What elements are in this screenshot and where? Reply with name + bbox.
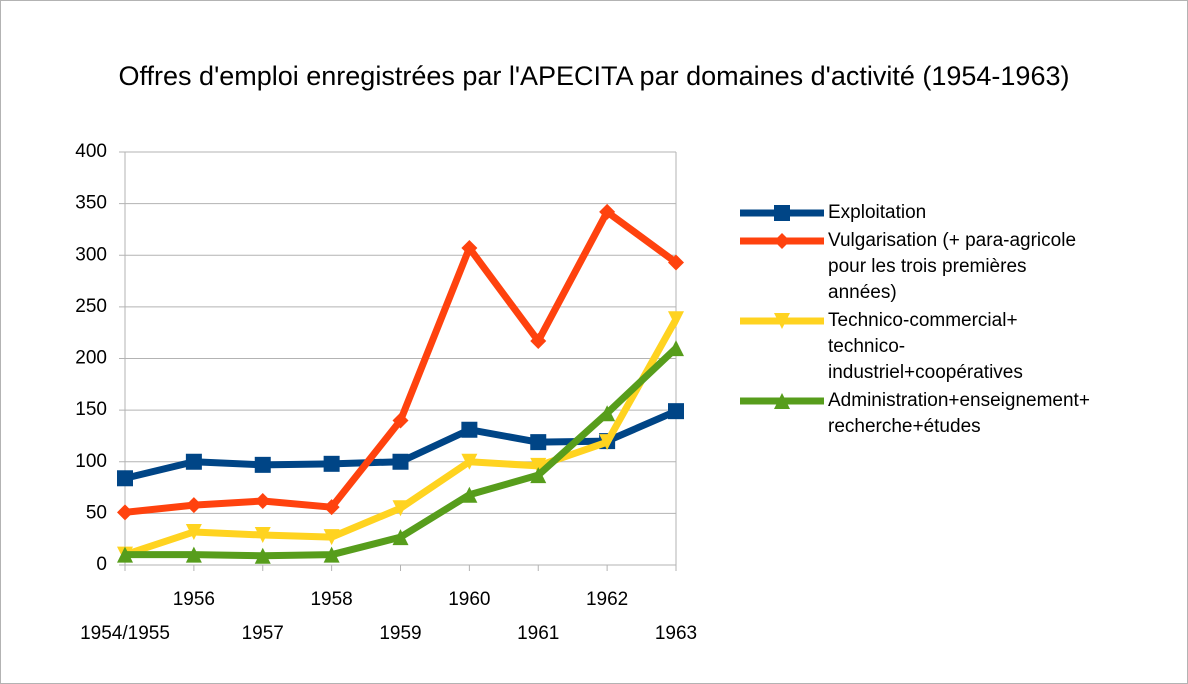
marker (530, 332, 547, 349)
marker (185, 497, 202, 514)
x-tick-label: 1956 (173, 589, 215, 610)
marker (599, 203, 616, 220)
y-tick-label: 150 (75, 399, 107, 420)
legend-item: Vulgarisation (+ para-agricole pour les … (738, 228, 1083, 306)
x-tick-label: 1954/1955 (80, 623, 170, 644)
marker (392, 500, 409, 517)
marker (461, 486, 478, 503)
marker (254, 456, 271, 473)
marker (668, 403, 684, 420)
marker (323, 546, 340, 563)
legend-swatch (740, 233, 824, 249)
y-tick-label: 250 (75, 296, 107, 317)
x-tick-label: 1957 (242, 623, 284, 644)
marker (774, 233, 790, 249)
y-tick-label: 300 (75, 244, 107, 265)
marker (668, 340, 684, 357)
marker (254, 527, 271, 544)
x-tick-label: 1958 (310, 589, 352, 610)
marker (774, 313, 790, 329)
marker (461, 421, 478, 438)
marker (185, 523, 202, 540)
marker (254, 547, 271, 564)
marker (461, 453, 478, 470)
marker (774, 205, 790, 221)
x-tick-label: 1962 (586, 589, 628, 610)
legend: Exploitation Vulgarisation (+ para-agrico… (738, 200, 1090, 442)
y-tick-label: 350 (75, 193, 107, 214)
legend-item: Exploitation (738, 200, 1083, 226)
legend-label: Vulgarisation (+ para-agricole pour les … (828, 230, 1077, 303)
marker (461, 240, 478, 257)
legend-item: Administration+enseignement+ recherche+é… (738, 388, 1090, 440)
marker (774, 393, 790, 409)
legend-item: Technico-commercial+ technico-industriel… (738, 308, 1083, 386)
legend-label: Exploitation (828, 202, 927, 223)
y-tick-label: 400 (75, 141, 107, 162)
marker (668, 254, 684, 271)
marker (392, 412, 409, 429)
marker (185, 546, 202, 563)
marker (530, 457, 547, 474)
x-tick-label: 1963 (655, 623, 697, 644)
marker (323, 499, 340, 516)
marker (668, 311, 684, 328)
marker (254, 492, 271, 509)
marker (392, 529, 409, 546)
legend-label: Technico-commercial+ technico-industriel… (828, 310, 1023, 383)
legend-swatch (740, 313, 824, 329)
marker (530, 434, 547, 451)
x-tick-label: 1960 (448, 589, 490, 610)
marker (599, 434, 616, 451)
marker (530, 467, 547, 484)
marker (323, 529, 340, 546)
marker (392, 453, 409, 470)
chart-title: Offres d'emploi enregistrées par l'APECI… (119, 61, 1070, 91)
y-tick-label: 200 (75, 348, 107, 369)
marker (117, 546, 133, 563)
marker (323, 455, 340, 472)
marker (185, 453, 202, 470)
x-tick-label: 1959 (379, 623, 421, 644)
legend-swatch (740, 205, 824, 221)
y-tick-label: 50 (86, 502, 107, 523)
legend-swatch (740, 393, 824, 409)
marker (117, 470, 133, 487)
y-tick-label: 0 (96, 554, 107, 575)
y-tick-label: 100 (75, 451, 107, 472)
x-tick-label: 1961 (517, 623, 559, 644)
marker (599, 405, 616, 422)
legend-label: Administration+enseignement+ recherche+é… (828, 390, 1090, 437)
marker (117, 504, 133, 521)
